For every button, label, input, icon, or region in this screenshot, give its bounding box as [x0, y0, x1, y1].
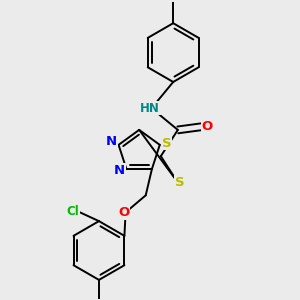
Text: N: N [114, 164, 125, 177]
Text: O: O [118, 206, 130, 219]
Text: S: S [162, 137, 171, 150]
Text: S: S [175, 176, 184, 189]
Text: O: O [202, 120, 213, 133]
Text: HN: HN [140, 102, 160, 115]
Text: N: N [106, 135, 117, 148]
Text: Cl: Cl [167, 0, 180, 2]
Text: Cl: Cl [66, 206, 79, 218]
